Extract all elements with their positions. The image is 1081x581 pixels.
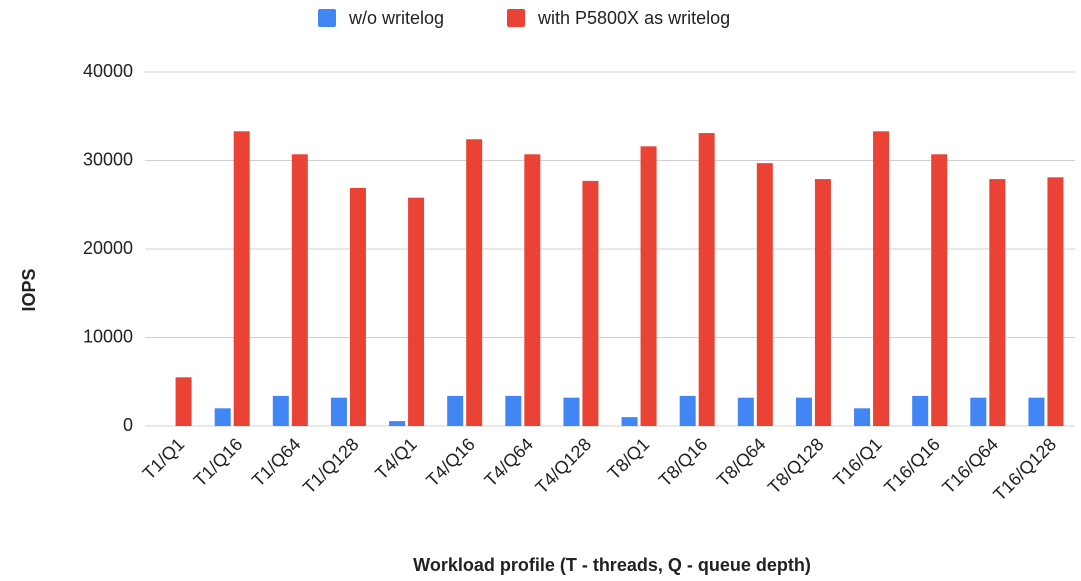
x-tick-label: T4/Q64 — [480, 434, 537, 491]
x-tick-label: T16/Q1 — [829, 434, 886, 491]
x-tick-label: T16/Q16 — [880, 434, 944, 498]
x-tick-label: T8/Q128 — [764, 434, 828, 498]
y-tick-label: 0 — [123, 415, 133, 435]
y-tick-label: 30000 — [83, 149, 133, 169]
x-tick-label: T4/Q16 — [422, 434, 479, 491]
x-tick-label: T16/Q128 — [989, 434, 1060, 505]
bar — [505, 395, 522, 426]
bar — [873, 131, 890, 427]
bar — [698, 133, 715, 426]
bar — [582, 180, 599, 426]
bar — [737, 397, 754, 426]
bar — [1047, 177, 1064, 426]
bar — [756, 163, 773, 426]
x-tick-label: T1/Q128 — [299, 434, 363, 498]
y-tick-label: 40000 — [83, 61, 133, 81]
bar — [330, 397, 347, 426]
bar — [349, 187, 366, 426]
bar — [408, 197, 425, 426]
bar — [175, 377, 192, 426]
bar — [679, 395, 696, 426]
x-tick-label: T8/Q16 — [655, 434, 712, 491]
y-tick-label: 10000 — [83, 326, 133, 346]
y-axis-label: IOPS — [19, 268, 39, 311]
bar — [466, 139, 483, 426]
bar — [233, 131, 250, 427]
bar — [214, 408, 231, 426]
bar — [989, 179, 1006, 426]
x-tick-label: T8/Q1 — [604, 434, 654, 484]
bar — [814, 179, 831, 426]
bar — [447, 395, 464, 426]
bar — [563, 397, 580, 426]
bar — [272, 395, 289, 426]
x-tick-label: T1/Q1 — [139, 434, 189, 484]
legend-swatch — [507, 9, 525, 27]
bar — [291, 154, 308, 426]
bar — [931, 154, 948, 426]
x-tick-label: T1/Q64 — [248, 434, 305, 491]
y-tick-label: 20000 — [83, 238, 133, 258]
x-tick-label: T4/Q128 — [531, 434, 595, 498]
x-axis-label: Workload profile (T - threads, Q - queue… — [413, 555, 811, 575]
bar — [621, 417, 638, 426]
x-tick-label: T4/Q1 — [371, 434, 421, 484]
bar — [524, 154, 541, 426]
bar — [970, 397, 987, 426]
bar — [389, 421, 406, 426]
bar — [1028, 397, 1045, 426]
bar — [854, 408, 871, 426]
legend-label: with P5800X as writelog — [537, 8, 730, 28]
legend-label: w/o writelog — [348, 8, 444, 28]
bar — [795, 397, 812, 426]
x-tick-label: T8/Q64 — [713, 434, 770, 491]
bar — [912, 395, 929, 426]
x-tick-label: T1/Q16 — [190, 434, 247, 491]
legend-swatch — [318, 9, 336, 27]
bar — [640, 146, 657, 426]
